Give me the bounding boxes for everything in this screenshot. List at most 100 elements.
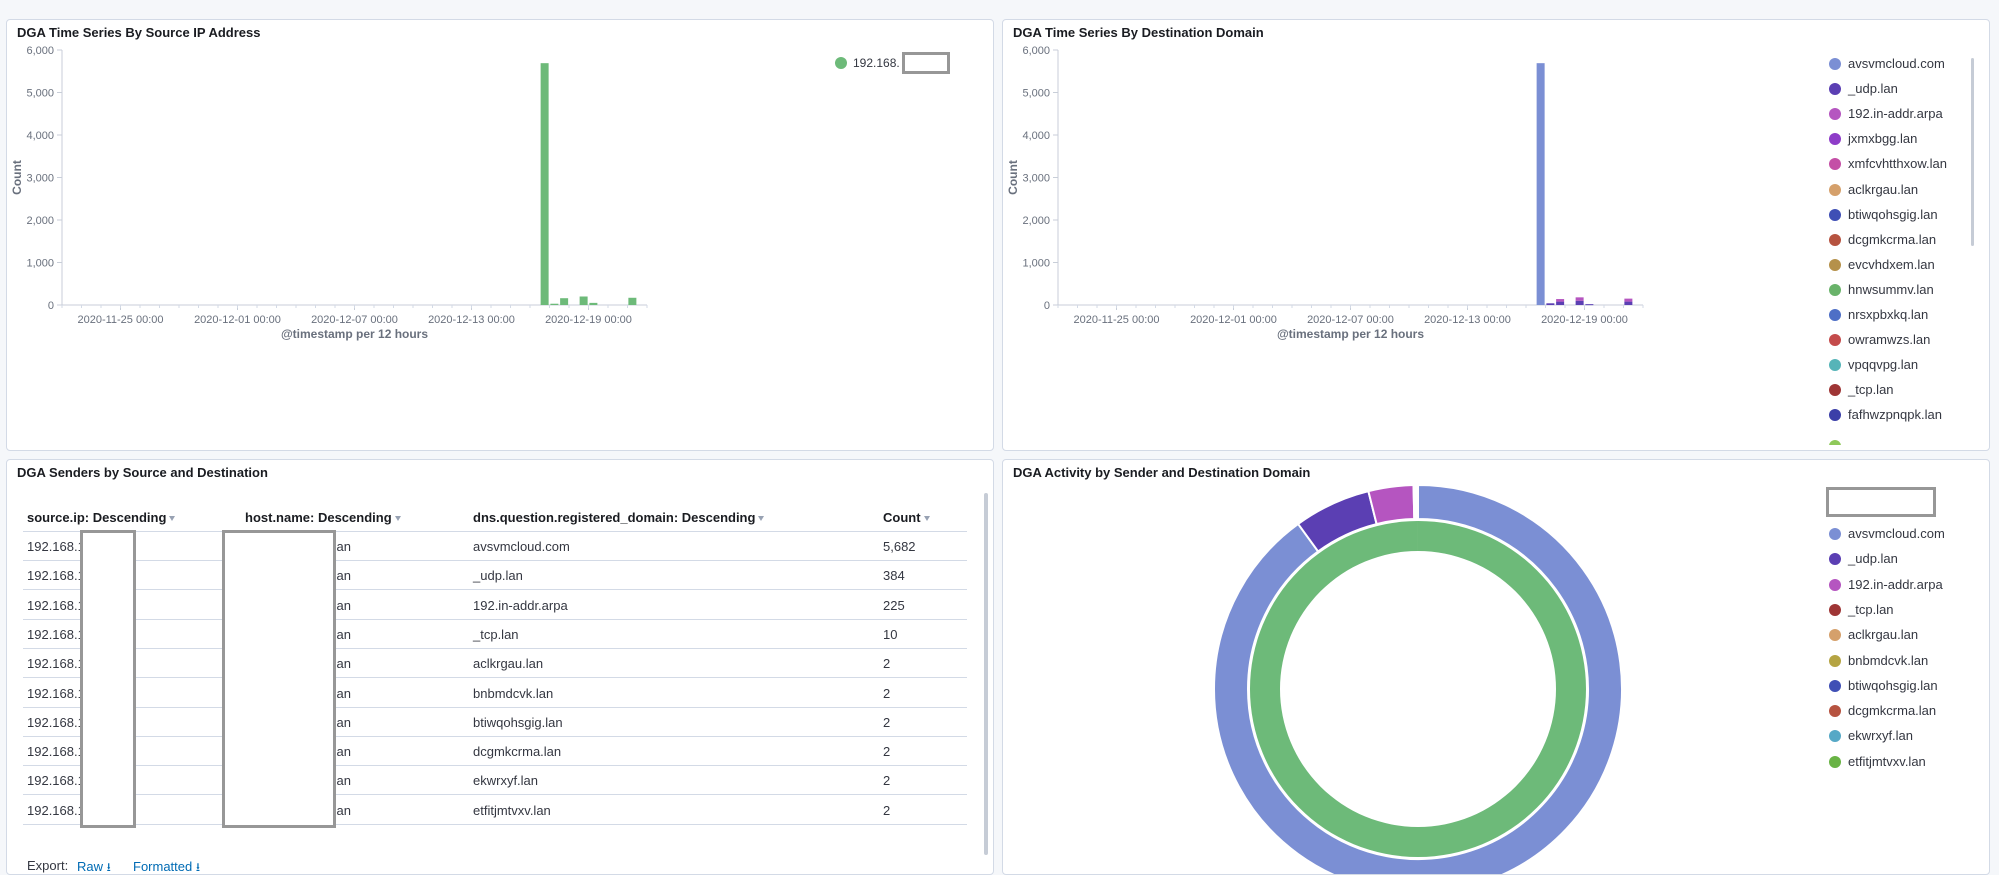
table-cell: 192.168.1 [27,626,85,642]
legend-item[interactable]: avsvmcloud.com [1829,55,1945,73]
legend-scrollbar[interactable] [1971,58,1974,246]
table-column-header[interactable]: source.ip: Descending [27,510,176,525]
legend-item[interactable]: _tcp.lan [1829,381,1894,399]
table-cell: bnbmdcvk.lan [473,685,554,701]
column-header-label: dns.question.registered_domain: Descendi… [473,510,756,525]
x-tick-label: 2020-12-07 00:00 [311,314,398,326]
legend-item[interactable]: vpqqvpg.lan [1829,356,1918,374]
table-cell: _tcp.lan [473,626,519,642]
bar [1624,301,1633,305]
legend-color-dot [1829,384,1841,397]
bar-chart-source-ip: 6,000 5,000 4,000 3,000 2,000 1,000 0 2020-11-2… [10,45,900,341]
legend-item[interactable]: btiwqohsgig.lan [1829,677,1938,695]
table-row: 192.168.1 .lan 192.in-addr.arpa 225 [7,598,993,618]
legend-label: _udp.lan [1848,81,1898,97]
legend-color-dot [1829,578,1841,591]
legend-item[interactable]: _udp.lan [1829,550,1898,568]
legend-item[interactable]: 192.in-addr.arpa [1829,105,1943,123]
legend-item[interactable]: fafhwzpnqpk.lan [1829,406,1942,424]
legend-label: 192.in-addr.arpa [1848,576,1943,592]
legend-item[interactable]: btiwqohsgig.lan [1829,206,1938,224]
legend-color-dot [1829,334,1841,347]
legend-item[interactable]: avsvmcloud.com [1829,525,1945,543]
x-tick-label: 2020-12-19 00:00 [1541,314,1628,326]
legend-item[interactable]: owramwzs.lan [1829,331,1930,349]
table-column-header[interactable]: Count [883,510,930,525]
export-raw-link[interactable]: Raw ⭳ [77,859,111,874]
table-cell: 384 [883,568,905,584]
redaction-box [80,530,136,828]
bar [579,296,588,305]
legend-label: owramwzs.lan [1848,332,1931,348]
legend-label: nrsxpbxkq.lan [1848,307,1929,322]
table-column-header[interactable]: host.name: Descending [245,510,401,525]
legend-label: vpqqvpg.lan [1848,357,1919,373]
legend-item[interactable]: jxmxbgg.lan [1829,130,1917,148]
legend-item[interactable]: _udp.lan [1829,80,1898,98]
legend-item[interactable]: _tcp.lan [1829,601,1894,619]
table-column-header[interactable]: dns.question.registered_domain: Descendi… [473,510,765,525]
legend-label: bnbmdcvk.lan [1848,652,1929,668]
x-tick-label: 2020-12-01 00:00 [1190,314,1277,326]
table-cell: 192.168.1 [27,744,85,760]
panel-dest-domain-timeseries: DGA Time Series By Destination Domain 6,… [1002,19,1990,451]
table-cell: 2 [883,714,891,730]
x-tick-label: 2020-12-19 00:00 [545,314,632,326]
table-cell: 2 [883,656,891,672]
panel-title: DGA Time Series By Source IP Address [17,25,261,40]
legend-label: jxmxbgg.lan [1848,131,1918,147]
bar [1556,301,1565,305]
legend-color-dot [1829,283,1841,296]
legend-item[interactable]: xmfcvhtthxow.lan [1829,155,1947,173]
sort-icon [394,516,401,521]
table-row-divider [23,618,967,620]
redaction-box [222,530,336,828]
panel-title: DGA Activity by Sender and Destination D… [1013,465,1311,480]
donut-slice [1249,521,1586,857]
legend-item[interactable]: evcvhdxem.lan [1829,256,1935,274]
legend-color-dot [1829,359,1841,372]
table-row: 192.168.1 .lan _udp.lan 384 [7,568,993,588]
y-tick-label: 1,000 [26,258,54,270]
panel-source-ip-timeseries: DGA Time Series By Source IP Address 6,0… [6,19,994,451]
y-axis-label: Count [10,160,24,195]
legend-item[interactable]: 192.in-addr.arpa [1829,576,1943,594]
export-formatted-link[interactable]: Formatted ⭳ [133,859,201,874]
table-cell: avsvmcloud.com [473,539,570,554]
legend-item[interactable]: dcgmkcrma.lan [1829,231,1936,249]
legend-item[interactable]: dcgmkcrma.lan [1829,702,1936,720]
table-row-divider [23,765,967,767]
column-header-label: Count [883,510,921,525]
legend-color-dot [1829,409,1841,422]
x-tick-label: 2020-11-25 00:00 [1073,314,1159,326]
redaction-box [902,52,950,74]
legend-item[interactable]: etfitjmtvxv.lan [1829,753,1926,771]
legend-item[interactable]: aclkrgau.lan [1829,626,1918,644]
legend-color-dot [1829,183,1841,196]
x-tick-label: 2020-12-07 00:00 [1307,314,1394,326]
table-cell: 2 [883,744,891,760]
donut-slice [1367,484,1416,526]
legend-item[interactable]: bnbmdcvk.lan [1829,652,1928,670]
x-axis-label: @timestamp per 12 hours [1277,327,1424,341]
legend-label: etfitjmtvxv.lan [1848,753,1926,769]
legend-color-dot [1829,233,1841,246]
legend-label: 192.in-addr.arpa [1848,106,1943,122]
table-cell: 192.168.1 [27,773,85,789]
table-row-divider [23,677,967,679]
table-scrollbar[interactable] [984,493,988,855]
x-axis-label: @timestamp per 12 hours [281,327,428,341]
legend-label: aclkrgau.lan [1848,181,1919,197]
table-cell: etfitjmtvxv.lan [473,802,551,818]
legend-label: btiwqohsgig.lan [1848,677,1938,693]
legend-item[interactable]: hnwsummv.lan [1829,281,1934,299]
legend-item[interactable]: nrsxpbxkq.lan [1829,306,1928,324]
legend-item[interactable]: ekwrxyf.lan [1829,727,1913,745]
legend-color-dot [1829,603,1841,616]
table-row: 192.168.1 .lan etfitjmtvxv.lan 2 [7,802,993,823]
legend-item[interactable]: aclkrgau.lan [1829,181,1918,199]
table-row-divider [23,647,967,649]
table-row-divider [23,589,967,591]
table-cell: 10 [883,626,898,642]
legend-dot [835,57,847,69]
